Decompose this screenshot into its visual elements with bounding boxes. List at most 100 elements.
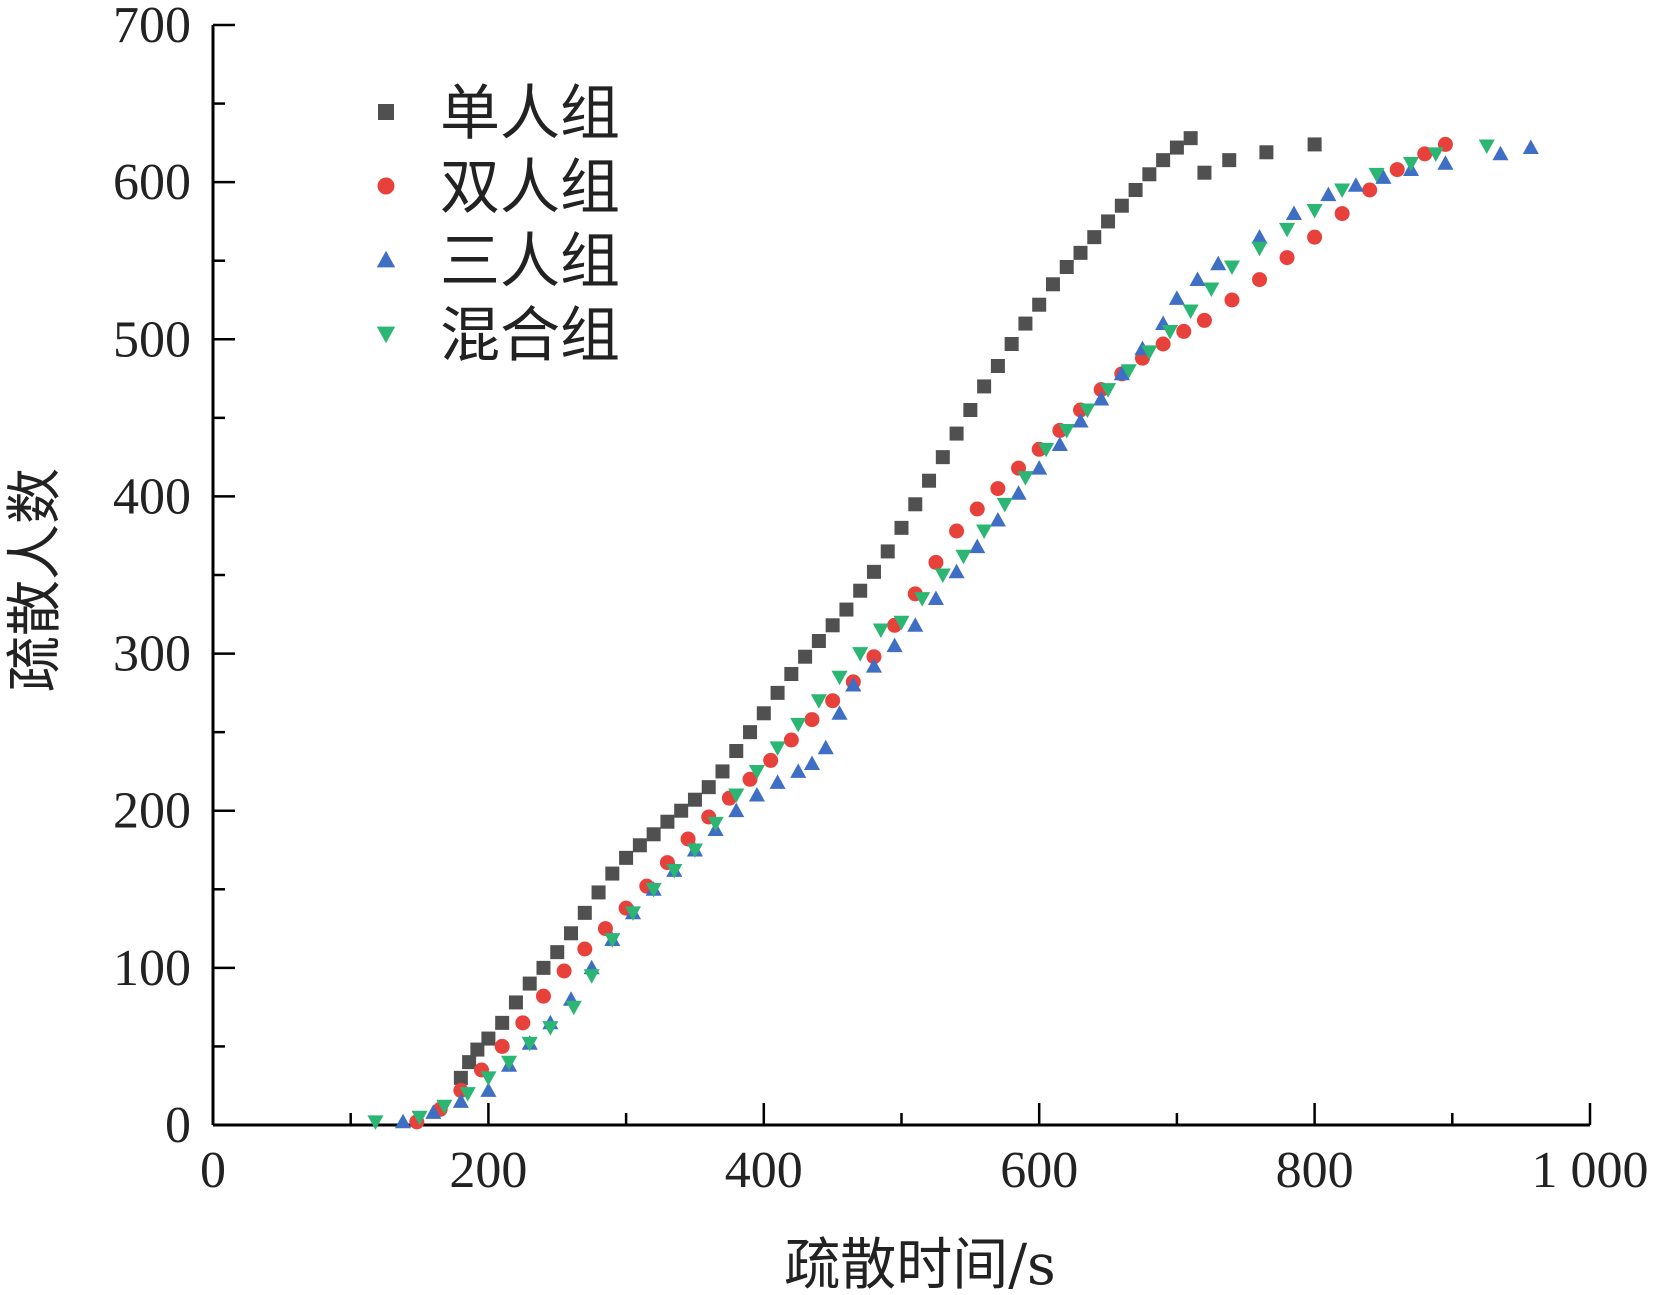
data-point <box>769 741 786 756</box>
data-point <box>1307 137 1322 152</box>
x-tick-label: 600 <box>1000 1142 1078 1199</box>
data-point <box>1017 471 1034 486</box>
data-point <box>803 755 821 771</box>
data-point <box>645 882 662 898</box>
data-point <box>462 1055 477 1070</box>
data-point <box>1142 167 1157 182</box>
data-point <box>831 705 848 720</box>
x-tick-label: 0 <box>200 1142 226 1199</box>
data-point <box>969 501 985 517</box>
data-point <box>550 945 565 960</box>
y-axis-title: 疏散人数 <box>3 468 68 692</box>
data-point <box>1222 153 1237 168</box>
data-point <box>1402 156 1420 172</box>
data-point <box>536 960 551 975</box>
data-point <box>1197 165 1212 180</box>
data-point <box>790 717 807 733</box>
data-point <box>1478 139 1495 155</box>
data-point <box>470 1042 485 1057</box>
data-point <box>1362 182 1378 198</box>
data-point <box>1427 147 1444 162</box>
x-axis-title: 疏散时间/s <box>784 1233 1056 1295</box>
data-point <box>1259 145 1274 160</box>
data-point <box>394 1113 412 1129</box>
data-point <box>743 725 758 740</box>
axes <box>211 25 1590 1127</box>
data-point <box>1101 214 1116 229</box>
data-point <box>763 752 779 768</box>
data-point <box>790 763 807 778</box>
data-point <box>955 549 972 565</box>
data-point <box>436 1099 453 1115</box>
data-point <box>798 649 813 664</box>
data-point <box>522 976 537 991</box>
data-point <box>977 379 992 394</box>
data-point <box>784 667 799 681</box>
data-point <box>748 786 765 802</box>
data-point <box>1010 485 1027 500</box>
data-point <box>632 838 647 853</box>
data-point <box>948 563 965 579</box>
data-point <box>1279 222 1296 238</box>
data-point <box>770 685 785 700</box>
data-point <box>1045 277 1060 292</box>
data-point <box>1285 205 1302 221</box>
data-point <box>367 1115 384 1130</box>
data-point <box>1224 292 1240 308</box>
data-point <box>411 1110 428 1126</box>
data-point <box>1128 183 1143 197</box>
data-point <box>990 481 1006 497</box>
data-point <box>1031 460 1048 475</box>
data-point <box>728 802 745 818</box>
data-point <box>1051 436 1068 452</box>
data-point <box>894 520 909 535</box>
data-point <box>1155 336 1171 352</box>
data-point <box>1306 203 1323 219</box>
data-point <box>1196 312 1212 328</box>
data-point <box>1347 177 1364 192</box>
y-tick-label: 100 <box>113 940 191 997</box>
y-tick-label: 300 <box>113 626 191 683</box>
data-point <box>680 831 696 847</box>
data-point <box>515 1015 531 1031</box>
legend-marker <box>376 326 396 344</box>
data-point <box>480 1082 497 1097</box>
data-point <box>1114 198 1129 213</box>
data-point <box>865 658 883 673</box>
data-point <box>591 885 606 900</box>
data-point <box>935 450 950 465</box>
data-point <box>1334 206 1350 222</box>
legend-label: 单人组 <box>440 79 620 149</box>
data-point <box>907 617 924 632</box>
data-point <box>1038 442 1055 458</box>
data-point <box>1368 167 1385 183</box>
data-point <box>425 1104 442 1119</box>
data-point <box>852 647 869 662</box>
data-point <box>453 1070 468 1085</box>
data-point <box>686 843 703 859</box>
data-point <box>459 1087 476 1102</box>
data-point <box>810 694 827 709</box>
series-2 <box>409 136 1453 1130</box>
data-point <box>646 827 661 842</box>
data-point <box>853 583 868 598</box>
data-point <box>1120 364 1137 379</box>
data-point <box>577 905 592 920</box>
series-4 <box>367 139 1495 1130</box>
x-tick-label: 800 <box>1276 1142 1354 1199</box>
data-point <box>914 592 931 607</box>
data-point <box>1087 230 1102 245</box>
data-point <box>1307 229 1323 245</box>
data-point <box>1251 241 1268 257</box>
y-tick-label: 700 <box>113 0 191 54</box>
data-point <box>825 618 840 633</box>
data-point <box>1522 139 1539 155</box>
data-point <box>1113 365 1130 381</box>
data-point <box>866 649 882 665</box>
legend-label: 三人组 <box>440 227 620 297</box>
data-point <box>1203 282 1220 298</box>
data-point <box>963 403 978 417</box>
data-point <box>1141 345 1158 360</box>
